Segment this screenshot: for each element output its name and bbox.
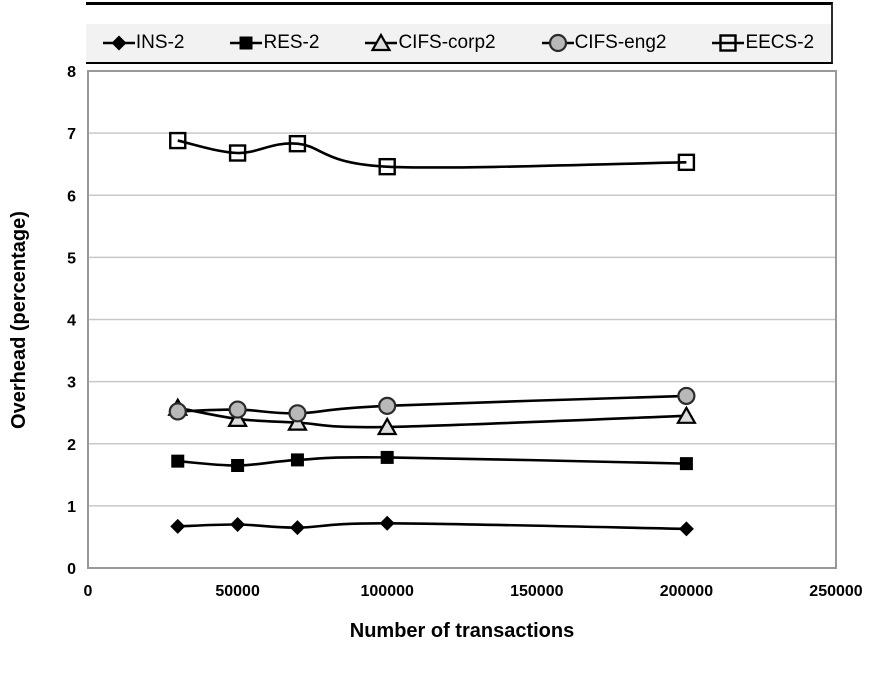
legend-label: EECS-2 bbox=[745, 32, 815, 53]
series-markers-RES-2 bbox=[171, 450, 693, 472]
x-tick-label: 250000 bbox=[809, 583, 862, 600]
legend-item-eecs-2: EECS-2 bbox=[712, 32, 814, 54]
legend-box: INS-2 RES-2 CIFS-corp2 CIFS-eng2 EECS-2 bbox=[86, 2, 833, 64]
RES-2-data-point bbox=[679, 457, 693, 471]
CIFS-eng2-data-point bbox=[677, 386, 696, 406]
y-tick-label: 1 bbox=[67, 499, 76, 516]
x-tick-label: 0 bbox=[84, 583, 93, 600]
open-square-glyph bbox=[719, 34, 738, 52]
INS-2-data-point bbox=[230, 517, 246, 533]
RES-2-data-point bbox=[380, 450, 394, 464]
series-markers-INS-2 bbox=[170, 515, 694, 537]
x-tick-label: 50000 bbox=[215, 583, 260, 600]
x-tick-label: 200000 bbox=[660, 583, 713, 600]
series-markers-EECS-2 bbox=[169, 131, 696, 176]
legend-item-cifs-corp2: CIFS-corp2 bbox=[365, 32, 496, 54]
EECS-2-data-point bbox=[677, 153, 696, 172]
open-square-marker-icon bbox=[712, 34, 745, 52]
legend-item-cifs-eng2: CIFS-eng2 bbox=[541, 32, 667, 54]
CIFS-eng2-data-point bbox=[228, 400, 247, 419]
RES-2-data-point bbox=[290, 453, 304, 467]
triangle-marker-icon bbox=[365, 32, 398, 52]
legend-label: INS-2 bbox=[135, 32, 185, 53]
legend-label: RES-2 bbox=[263, 32, 320, 53]
square-marker-icon bbox=[230, 36, 263, 50]
series-line-RES-2 bbox=[177, 456, 687, 467]
y-tick-label: 0 bbox=[67, 561, 76, 578]
circle-marker-icon bbox=[541, 33, 574, 53]
INS-2-data-point bbox=[379, 515, 395, 531]
circle-glyph bbox=[548, 33, 567, 53]
legend-label: CIFS-eng2 bbox=[574, 32, 667, 53]
CIFS-eng2-data-point bbox=[288, 404, 307, 423]
series-line-EECS-2 bbox=[177, 139, 687, 169]
diamond-marker-icon bbox=[102, 35, 135, 51]
y-tick-label: 7 bbox=[67, 126, 76, 143]
RES-2-data-point bbox=[231, 458, 245, 472]
square-glyph bbox=[239, 36, 253, 50]
legend-item-ins-2: INS-2 bbox=[102, 32, 185, 54]
legend-label: CIFS-corp2 bbox=[398, 32, 496, 53]
EECS-2-data-point bbox=[378, 157, 396, 176]
x-tick-label: 150000 bbox=[510, 583, 563, 600]
INS-2-data-point bbox=[170, 518, 186, 534]
y-tick-label: 3 bbox=[67, 375, 76, 392]
INS-2-data-point bbox=[289, 520, 305, 536]
RES-2-data-point bbox=[171, 454, 185, 468]
CIFS-eng2-data-point bbox=[378, 396, 397, 415]
CIFS-corp2-data-point bbox=[376, 416, 398, 436]
triangle-glyph bbox=[371, 32, 392, 52]
y-tick-label: 2 bbox=[67, 437, 76, 454]
x-tick-label: 100000 bbox=[361, 583, 414, 600]
y-tick-label: 8 bbox=[67, 64, 76, 81]
y-tick-label: 6 bbox=[67, 188, 76, 205]
CIFS-eng2-data-point bbox=[168, 402, 187, 421]
y-axis-title: Overhead (percentage) bbox=[8, 211, 30, 429]
CIFS-corp2-data-point bbox=[676, 405, 697, 424]
INS-2-data-point bbox=[678, 521, 694, 537]
diamond-glyph bbox=[111, 35, 127, 51]
x-axis-title: Number of transactions bbox=[349, 620, 575, 642]
y-tick-label: 5 bbox=[67, 250, 76, 267]
series-markers-CIFS-eng2 bbox=[168, 386, 696, 423]
legend-item-res-2: RES-2 bbox=[230, 32, 319, 54]
legend: INS-2 RES-2 CIFS-corp2 CIFS-eng2 EECS-2 bbox=[86, 24, 831, 62]
EECS-2-data-point bbox=[228, 144, 247, 162]
series-line-CIFS-eng2 bbox=[177, 394, 687, 415]
EECS-2-data-point bbox=[288, 134, 307, 153]
y-tick-label: 4 bbox=[67, 313, 76, 330]
plot-border bbox=[87, 70, 837, 569]
EECS-2-data-point bbox=[169, 131, 187, 150]
series-line-INS-2 bbox=[177, 521, 687, 531]
